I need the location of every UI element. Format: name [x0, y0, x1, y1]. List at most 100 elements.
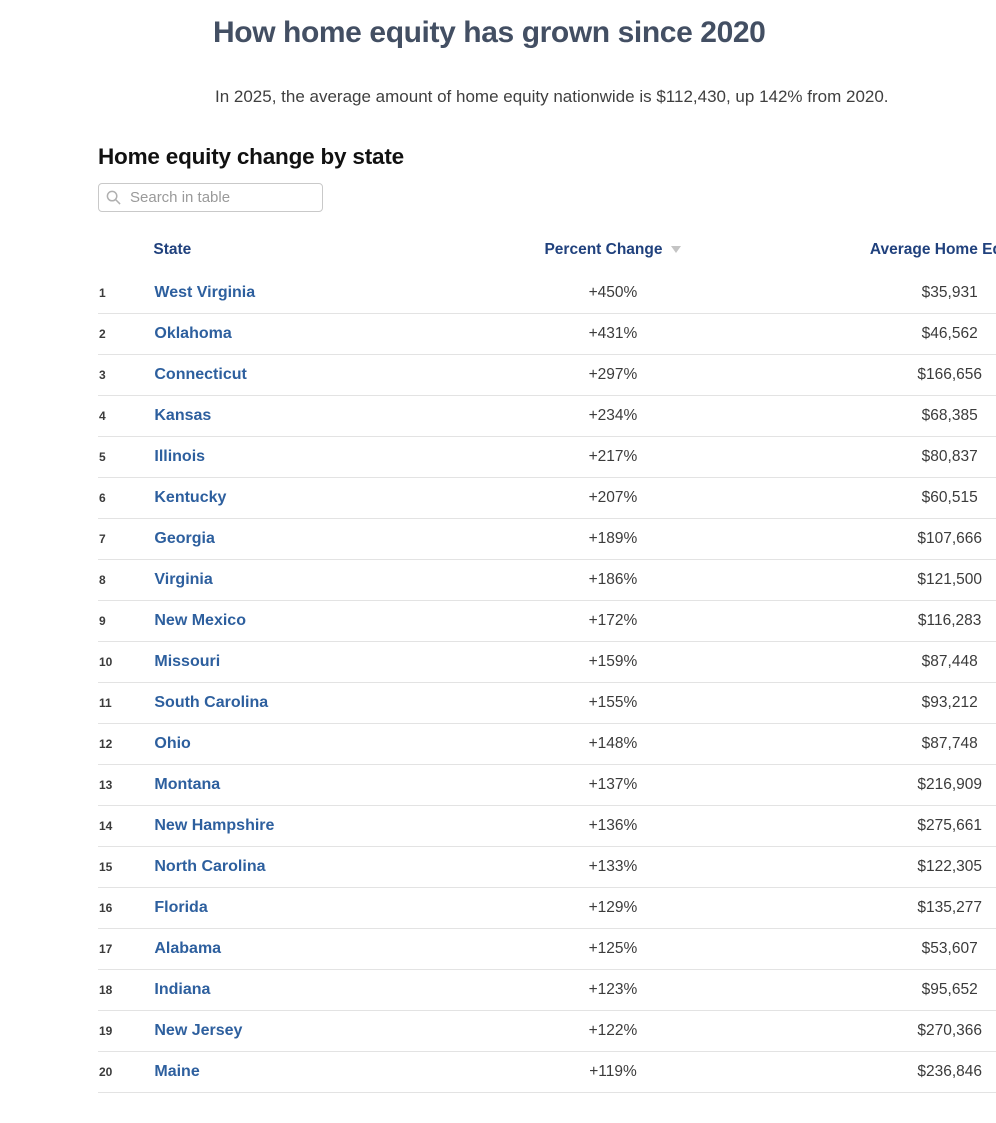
table-row: 14 New Hampshire +136% $275,661	[98, 805, 996, 848]
search-input[interactable]	[98, 182, 323, 212]
percent-change-value: +186%	[454, 559, 772, 602]
state-name: West Virginia	[153, 272, 455, 315]
state-name: Virginia	[153, 559, 455, 602]
percent-change-value: +129%	[454, 887, 772, 930]
table-row: 4 Kansas +234% $68,385	[98, 395, 996, 438]
row-rank: 20	[98, 1051, 154, 1094]
table-row: 5 Illinois +217% $80,837	[98, 436, 996, 479]
avg-home-equity-value: $236,846	[771, 1051, 996, 1094]
avg-home-equity-value: $60,515	[771, 477, 996, 520]
page-title: How home equity has grown since 2020	[213, 16, 766, 49]
article-header: How home equity has grown since 2020 In …	[213, 0, 960, 107]
column-header-state[interactable]: State	[153, 241, 454, 273]
percent-change-value: +148%	[454, 723, 772, 766]
avg-home-equity-value: $107,666	[771, 518, 996, 561]
row-rank: 2	[98, 313, 154, 356]
column-header-percent-change-label: Percent Change	[544, 240, 663, 258]
table-row: 8 Virginia +186% $121,500	[98, 559, 996, 602]
table-row: 13 Montana +137% $216,909	[98, 764, 996, 807]
state-name: Kentucky	[153, 477, 455, 520]
table-row: 15 North Carolina +133% $122,305	[98, 846, 996, 889]
state-name: Illinois	[153, 436, 455, 479]
row-rank: 19	[98, 1010, 154, 1053]
avg-home-equity-value: $116,283	[771, 600, 996, 643]
avg-home-equity-value: $95,652	[771, 969, 996, 1012]
row-rank: 10	[98, 641, 154, 684]
row-rank: 1	[98, 272, 154, 315]
state-name: New Jersey	[153, 1010, 455, 1053]
table-body: 1 West Virginia +450% $35,931 2 Oklahoma…	[98, 272, 996, 1094]
table-row: 9 New Mexico +172% $116,283	[98, 600, 996, 643]
state-name: North Carolina	[153, 846, 455, 889]
row-rank: 12	[98, 723, 154, 766]
row-rank: 6	[98, 477, 154, 520]
table-row: 6 Kentucky +207% $60,515	[98, 477, 996, 520]
table-row: 16 Florida +129% $135,277	[98, 887, 996, 930]
column-header-percent-change[interactable]: Percent Change	[455, 241, 772, 273]
avg-home-equity-value: $46,562	[771, 313, 996, 356]
state-name: Indiana	[153, 969, 455, 1012]
row-rank: 4	[98, 395, 154, 438]
percent-change-value: +122%	[454, 1010, 772, 1053]
data-table: State Percent Change Average Home Equity…	[98, 241, 996, 1094]
table-row: 7 Georgia +189% $107,666	[98, 518, 996, 561]
row-rank: 7	[98, 518, 154, 561]
percent-change-value: +189%	[454, 518, 772, 561]
state-name: Oklahoma	[153, 313, 455, 356]
home-equity-table-widget: Home equity change by state State Percen…	[98, 144, 996, 1094]
percent-change-value: +133%	[454, 846, 772, 889]
table-search	[98, 182, 323, 212]
state-name: Missouri	[153, 641, 455, 684]
state-name: Florida	[153, 887, 455, 930]
state-name: Georgia	[153, 518, 455, 561]
table-header-row: State Percent Change Average Home Equity	[98, 241, 996, 273]
table-row: 2 Oklahoma +431% $46,562	[98, 313, 996, 356]
row-rank: 13	[98, 764, 154, 807]
avg-home-equity-value: $87,448	[771, 641, 996, 684]
percent-change-value: +450%	[454, 272, 772, 315]
row-rank: 17	[98, 928, 154, 971]
table-row: 11 South Carolina +155% $93,212	[98, 682, 996, 725]
percent-change-value: +159%	[454, 641, 772, 684]
state-name: Kansas	[153, 395, 455, 438]
row-rank: 3	[98, 354, 154, 397]
state-name: Maine	[153, 1051, 455, 1094]
state-name: South Carolina	[153, 682, 455, 725]
state-name: New Hampshire	[153, 805, 455, 848]
table-row: 19 New Jersey +122% $270,366	[98, 1010, 996, 1053]
column-header-avg-home-equity-label: Average Home Equity	[869, 240, 996, 258]
table-row: 17 Alabama +125% $53,607	[98, 928, 996, 971]
percent-change-value: +119%	[454, 1051, 772, 1094]
avg-home-equity-value: $80,837	[771, 436, 996, 479]
row-rank: 18	[98, 969, 154, 1012]
percent-change-value: +125%	[454, 928, 772, 971]
column-header-state-label: State	[153, 240, 192, 258]
avg-home-equity-value: $93,212	[771, 682, 996, 725]
avg-home-equity-value: $216,909	[771, 764, 996, 807]
percent-change-value: +136%	[454, 805, 772, 848]
avg-home-equity-value: $135,277	[771, 887, 996, 930]
row-rank: 15	[98, 846, 154, 889]
avg-home-equity-value: $35,931	[771, 272, 996, 315]
row-rank: 9	[98, 600, 154, 643]
table-row: 1 West Virginia +450% $35,931	[98, 272, 996, 315]
table-row: 10 Missouri +159% $87,448	[98, 641, 996, 684]
row-rank: 11	[98, 682, 154, 725]
row-rank: 8	[98, 559, 154, 602]
row-rank: 16	[98, 887, 154, 930]
avg-home-equity-value: $122,305	[771, 846, 996, 889]
avg-home-equity-value: $68,385	[771, 395, 996, 438]
percent-change-value: +431%	[454, 313, 772, 356]
row-rank: 14	[98, 805, 154, 848]
column-header-rank	[98, 241, 153, 273]
percent-change-value: +217%	[454, 436, 772, 479]
column-header-avg-home-equity[interactable]: Average Home Equity	[771, 241, 996, 273]
avg-home-equity-value: $166,656	[771, 354, 996, 397]
avg-home-equity-value: $87,748	[771, 723, 996, 766]
percent-change-value: +172%	[454, 600, 772, 643]
percent-change-value: +207%	[454, 477, 772, 520]
page-subtitle: In 2025, the average amount of home equi…	[215, 86, 889, 106]
row-rank: 5	[98, 436, 154, 479]
percent-change-value: +297%	[454, 354, 772, 397]
section-heading: Home equity change by state	[98, 143, 404, 169]
